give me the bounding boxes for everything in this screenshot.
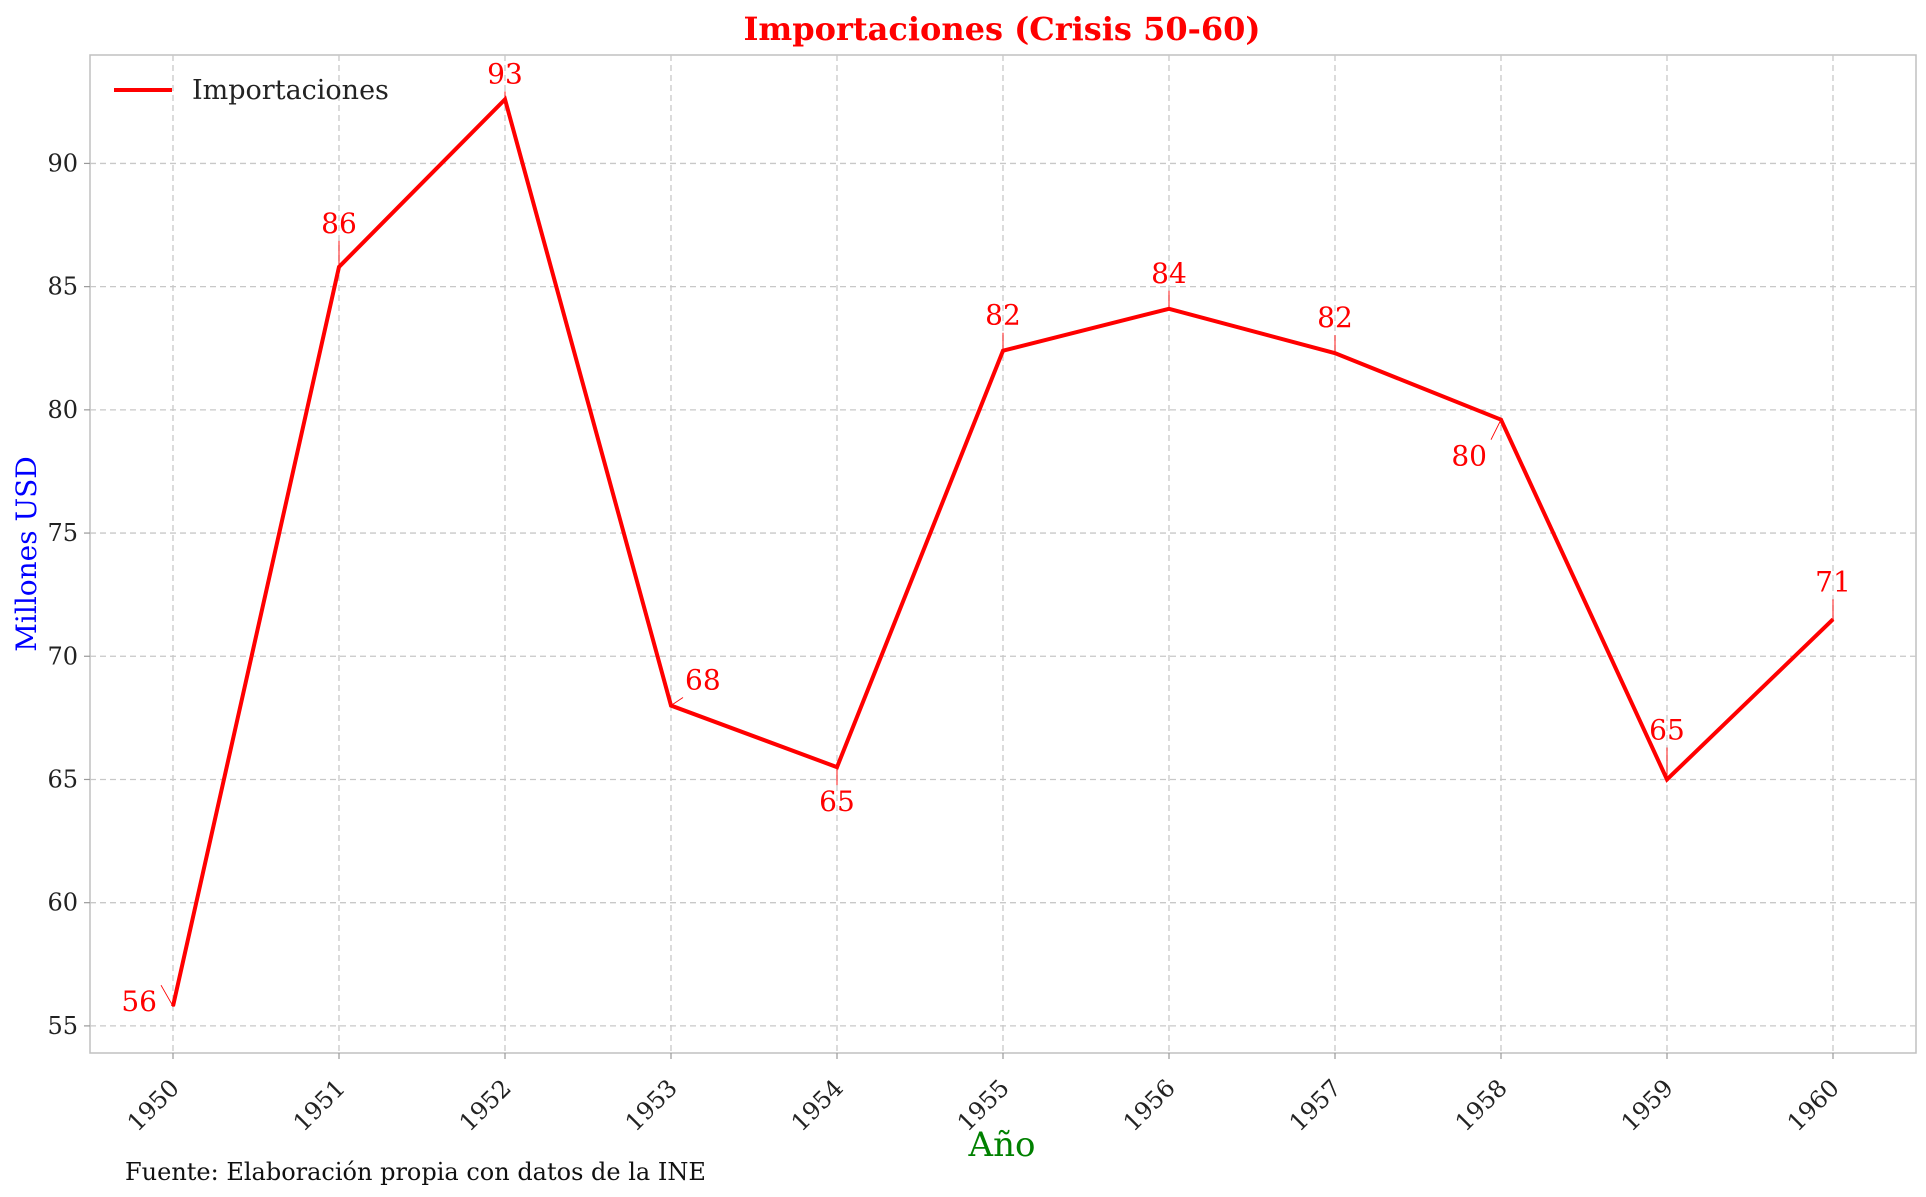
x-tick-label: 1953 [620, 1074, 683, 1137]
y-axis-label: Millones USD [10, 456, 43, 652]
data-label-leader [1490, 419, 1502, 440]
data-label: 82 [1317, 301, 1353, 334]
legend-label: Importaciones [192, 75, 389, 106]
data-label: 84 [1151, 257, 1187, 290]
x-tick-label: 1956 [1118, 1074, 1181, 1137]
data-label-leader [670, 697, 684, 706]
chart-title: Importaciones (Crisis 50-60) [743, 10, 1260, 48]
x-tick-label: 1950 [122, 1074, 185, 1137]
data-label: 65 [819, 785, 855, 818]
x-axis-label: Año [968, 1125, 1036, 1165]
data-label: 80 [1451, 440, 1487, 473]
data-label: 93 [487, 57, 523, 90]
data-label: 56 [121, 985, 157, 1018]
y-tick-label: 75 [47, 519, 78, 547]
source-note: Fuente: Elaboración propia con datos de … [125, 1158, 706, 1186]
data-label: 65 [1649, 713, 1685, 746]
x-tick-label: 1960 [1782, 1074, 1845, 1137]
legend: Importaciones [114, 75, 389, 106]
y-tick-label: 60 [47, 889, 78, 917]
x-tick-label: 1958 [1450, 1074, 1513, 1137]
y-axis-ticks: 55 60 65 70 75 80 85 90 [47, 149, 90, 1040]
y-tick-label: 70 [47, 642, 78, 670]
data-label: 86 [321, 207, 357, 240]
grid [90, 55, 1916, 1053]
y-tick-label: 55 [47, 1012, 78, 1040]
data-labels: 56 86 93 68 65 82 84 82 80 65 71 [121, 57, 1850, 1018]
y-tick-label: 85 [47, 273, 78, 301]
x-tick-label: 1957 [1284, 1074, 1347, 1137]
x-tick-label: 1954 [786, 1074, 849, 1137]
y-tick-label: 90 [47, 149, 78, 177]
data-label: 82 [985, 299, 1021, 332]
data-label: 71 [1815, 565, 1851, 598]
data-label-leader [160, 984, 174, 1007]
x-tick-label: 1952 [454, 1074, 517, 1137]
x-tick-label: 1951 [288, 1074, 351, 1137]
data-label: 68 [685, 664, 721, 697]
x-tick-label: 1959 [1616, 1074, 1679, 1137]
y-tick-label: 65 [47, 765, 78, 793]
y-tick-label: 80 [47, 396, 78, 424]
